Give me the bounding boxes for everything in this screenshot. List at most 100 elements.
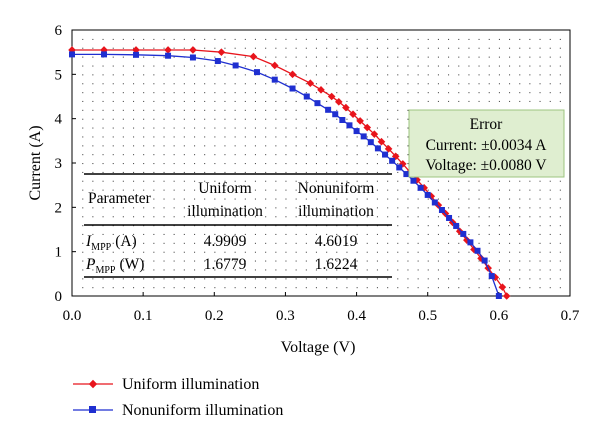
grid-dot — [346, 287, 348, 289]
grid-dot — [133, 38, 135, 40]
grid-dot — [234, 74, 236, 76]
grid-dot — [397, 145, 399, 147]
grid-dot — [498, 269, 500, 271]
grid-dot — [295, 47, 297, 49]
data-point-uniform — [502, 292, 511, 300]
grid-dot — [326, 163, 328, 165]
data-point-nonuniform — [101, 51, 108, 58]
grid-dot — [448, 242, 450, 244]
grid-dot — [133, 136, 135, 138]
data-point-uniform — [249, 52, 258, 61]
grid-dot — [346, 109, 348, 111]
grid-dot — [143, 260, 145, 262]
data-point-nonuniform — [374, 145, 381, 152]
grid-dot — [356, 278, 358, 280]
grid-dot — [265, 109, 267, 111]
grid-dot — [366, 171, 368, 173]
grid-dot — [549, 242, 551, 244]
grid-dot — [214, 278, 216, 280]
grid-dot — [519, 47, 521, 49]
grid-dot — [539, 56, 541, 58]
grid-dot — [133, 145, 135, 147]
grid-dot — [163, 242, 165, 244]
grid-dot — [397, 287, 399, 289]
grid-dot — [112, 154, 114, 156]
grid-dot — [285, 38, 287, 40]
grid-dot — [539, 260, 541, 262]
grid-dot — [387, 233, 389, 235]
x-tick-label: 0.3 — [276, 308, 295, 324]
grid-dot — [539, 198, 541, 200]
grid-dot — [417, 225, 419, 227]
grid-dot — [336, 38, 338, 40]
grid-dot — [346, 180, 348, 182]
grid-dot — [458, 198, 460, 200]
grid-dot — [163, 92, 165, 94]
grid-dot — [204, 109, 206, 111]
grid-dot — [407, 100, 409, 102]
grid-dot — [254, 136, 256, 138]
grid-dot — [346, 136, 348, 138]
grid-dot — [397, 198, 399, 200]
grid-dot — [356, 260, 358, 262]
grid-dot — [265, 74, 267, 76]
grid-dot — [194, 65, 196, 67]
grid-dot — [173, 233, 175, 235]
grid-dot — [509, 189, 511, 191]
grid-dot — [488, 189, 490, 191]
data-point-uniform — [356, 117, 364, 125]
grid-dot — [183, 109, 185, 111]
grid-dot — [366, 74, 368, 76]
grid-dot — [519, 207, 521, 209]
grid-dot — [194, 163, 196, 165]
grid-dot — [356, 92, 358, 94]
grid-dot — [539, 207, 541, 209]
grid-dot — [163, 83, 165, 85]
grid-dot — [163, 118, 165, 120]
grid-dot — [143, 83, 145, 85]
grid-dot — [448, 180, 450, 182]
grid-dot — [326, 65, 328, 67]
grid-dot — [326, 189, 328, 191]
data-point-nonuniform — [424, 191, 431, 198]
grid-dot — [254, 287, 256, 289]
grid-dot — [112, 198, 114, 200]
grid-dot — [112, 127, 114, 129]
grid-dot — [346, 278, 348, 280]
grid-dot — [265, 189, 267, 191]
grid-dot — [285, 189, 287, 191]
grid-dot — [102, 92, 104, 94]
table-row-impp-uniform: 4.9909 — [204, 233, 247, 250]
grid-dot — [214, 38, 216, 40]
grid-dot — [376, 216, 378, 218]
grid-dot — [183, 100, 185, 102]
grid-dot — [478, 233, 480, 235]
grid-dot — [315, 136, 317, 138]
grid-dot — [468, 47, 470, 49]
grid-dot — [417, 269, 419, 271]
grid-dot — [122, 171, 124, 173]
grid-dot — [275, 207, 277, 209]
grid-dot — [295, 287, 297, 289]
grid-dot — [315, 260, 317, 262]
grid-dot — [336, 242, 338, 244]
grid-dot — [336, 198, 338, 200]
grid-dot — [549, 233, 551, 235]
grid-dot — [173, 171, 175, 173]
grid-dot — [234, 216, 236, 218]
grid-dot — [519, 83, 521, 85]
grid-dot — [448, 92, 450, 94]
data-point-uniform — [463, 236, 471, 244]
error-current: Current: ±0.0034 A — [426, 137, 548, 154]
grid-dot — [224, 56, 226, 58]
grid-dot — [183, 47, 185, 49]
grid-dot — [346, 163, 348, 165]
grid-dot — [194, 118, 196, 120]
grid-dot — [519, 56, 521, 58]
grid-dot — [448, 47, 450, 49]
grid-dot — [519, 260, 521, 262]
grid-dot — [397, 251, 399, 253]
grid-dot — [315, 154, 317, 156]
grid-dot — [498, 74, 500, 76]
